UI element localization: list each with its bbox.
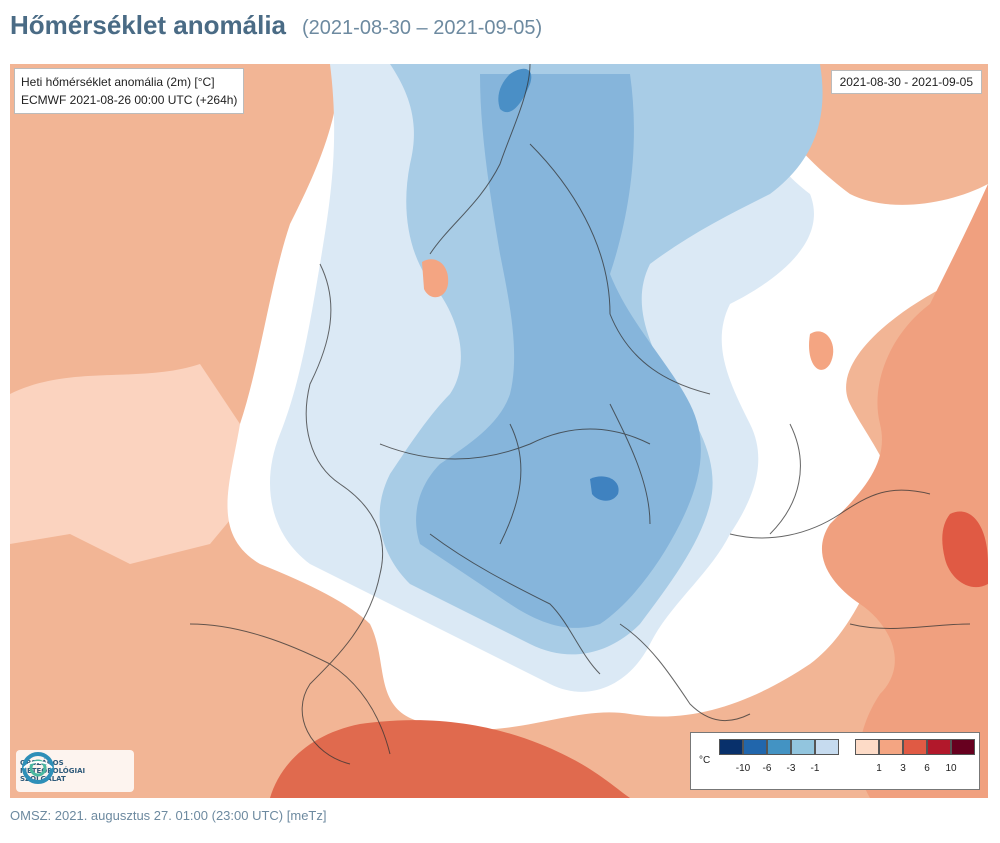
omsz-logo-icon [22,752,54,784]
strong-cold-core [416,74,701,628]
date-range-subtitle: (2021-08-30 – 2021-09-05) [302,17,543,39]
legend-tick-label: 10 [945,763,957,774]
legend-swatch-warm [879,739,903,755]
legend-swatch-cold [719,739,743,755]
norway-cold-spot [498,68,532,113]
map-info-box: Heti hőmérséklet anomália (2m) [°C] ECMW… [14,68,245,114]
color-legend: °C -10 -6 -3 -1 1 3 6 10 [690,732,980,790]
legend-tick-label: -6 [762,763,772,774]
carpathian-cold-spot [590,476,619,501]
legend-swatch-cold [767,739,791,755]
eastern-warm-spot [809,331,834,370]
legend-swatch-warm [903,739,927,755]
legend-tick-label: -10 [735,763,751,774]
middle-east-hot-spot [942,511,988,588]
legend-swatch-cold [791,739,815,755]
legend-swatch-cold [815,739,839,755]
legend-swatch-warm [951,739,975,755]
legend-swatch-cold [743,739,767,755]
norway-warm-spot [422,259,449,298]
legend-tick-label: -3 [786,763,796,774]
legend-tick-label: 3 [900,763,906,774]
legend-unit: °C [699,755,711,766]
model-run-info: ECMWF 2021-08-26 00:00 UTC (+264h) [21,93,238,107]
footer-timestamp: OMSZ: 2021. augusztus 27. 01:00 (23:00 U… [10,808,327,823]
map-description: Heti hőmérséklet anomália (2m) [°C] [21,75,215,89]
omsz-logo: ORSZÁGOS METEOROLÓGIAI SZOLGÁLAT [16,750,134,792]
page-header: Hőmérséklet anomália (2021-08-30 – 2021-… [10,10,542,46]
anomaly-map: Heti hőmérséklet anomália (2m) [°C] ECMW… [10,64,988,798]
legend-tick-label: 1 [876,763,882,774]
north-africa-hot-region [270,720,630,798]
legend-swatch-warm [855,739,879,755]
eastern-warm-region [821,184,988,798]
legend-tick-label: -1 [810,763,820,774]
coastlines [189,64,971,765]
map-date-range: 2021-08-30 - 2021-09-05 [830,70,982,94]
legend-tick-label: 6 [924,763,930,774]
atlantic-light-warm [10,364,260,564]
legend-swatch-warm [927,739,951,755]
map-canvas [10,64,988,798]
page-title: Hőmérséklet anomália [10,10,287,40]
